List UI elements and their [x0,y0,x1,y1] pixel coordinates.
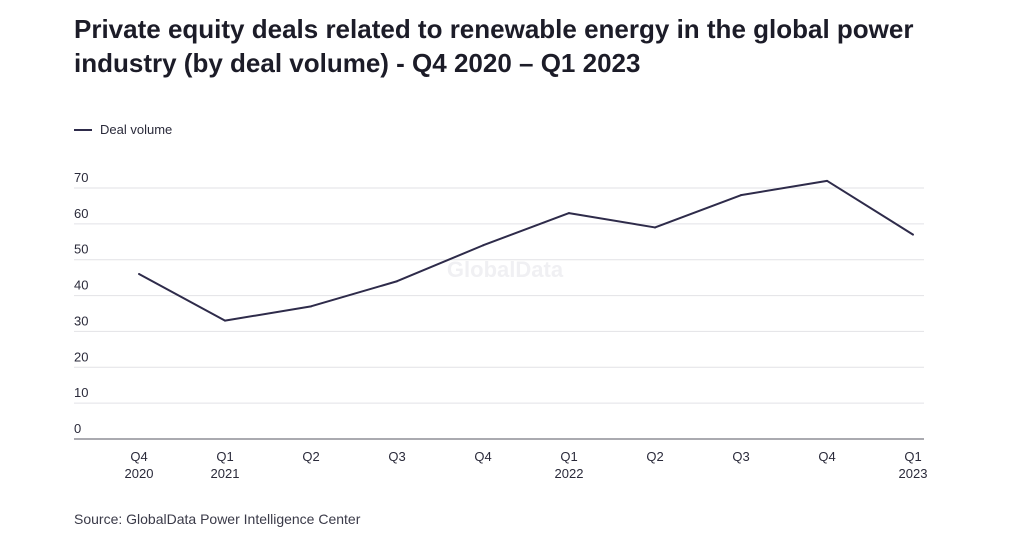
chart-title: Private equity deals related to renewabl… [74,14,914,78]
x-tick-label: Q2 [302,449,319,464]
x-tick-label: Q4 [818,449,835,464]
y-tick-label: 10 [74,385,88,400]
gridlines [74,187,924,440]
x-tick-label: Q4 [474,449,491,464]
x-tick-label: Q1 [560,449,577,464]
y-tick-label: 0 [74,421,81,436]
y-tick-label: 50 [74,242,88,257]
data-point [224,319,226,322]
source-note: Source: GlobalData Power Intelligence Ce… [74,511,361,527]
y-tick-label: 30 [74,313,88,328]
x-tick-label: Q1 [904,449,921,464]
y-tick-label: 40 [74,278,88,293]
x-tick-label: Q3 [388,449,405,464]
legend-swatch [74,128,92,131]
series-line-deal-volume [138,179,914,322]
x-tick-year-label: 2021 [211,466,240,481]
data-point [912,233,914,236]
data-point [740,194,742,197]
legend-label: Deal volume [100,122,173,137]
data-point [310,305,312,308]
x-tick-label: Q4 [130,449,147,464]
x-axis-ticks: Q4 2020 Q1 2021 Q2 Q3 Q4 Q1 2022 Q2 Q3 Q4 Q1 2023 [125,449,928,481]
x-tick-year-label: 2022 [555,466,584,481]
data-point [654,226,656,229]
series-group [138,179,914,322]
legend: Deal volume [74,122,172,137]
watermark: GlobalData [447,257,564,282]
y-axis-ticks: 0 10 20 30 40 50 60 70 [74,170,88,436]
data-point [826,179,828,182]
data-point [482,244,484,247]
x-tick-label: Q2 [646,449,663,464]
y-tick-label: 60 [74,206,88,221]
y-tick-label: 70 [74,170,88,185]
y-tick-label: 20 [74,349,88,364]
x-tick-label: Q1 [216,449,233,464]
x-tick-year-label: 2020 [125,466,154,481]
x-tick-label: Q3 [732,449,749,464]
x-tick-year-label: 2023 [899,466,928,481]
data-point [568,212,570,215]
data-point [138,273,140,276]
data-point [396,280,398,283]
